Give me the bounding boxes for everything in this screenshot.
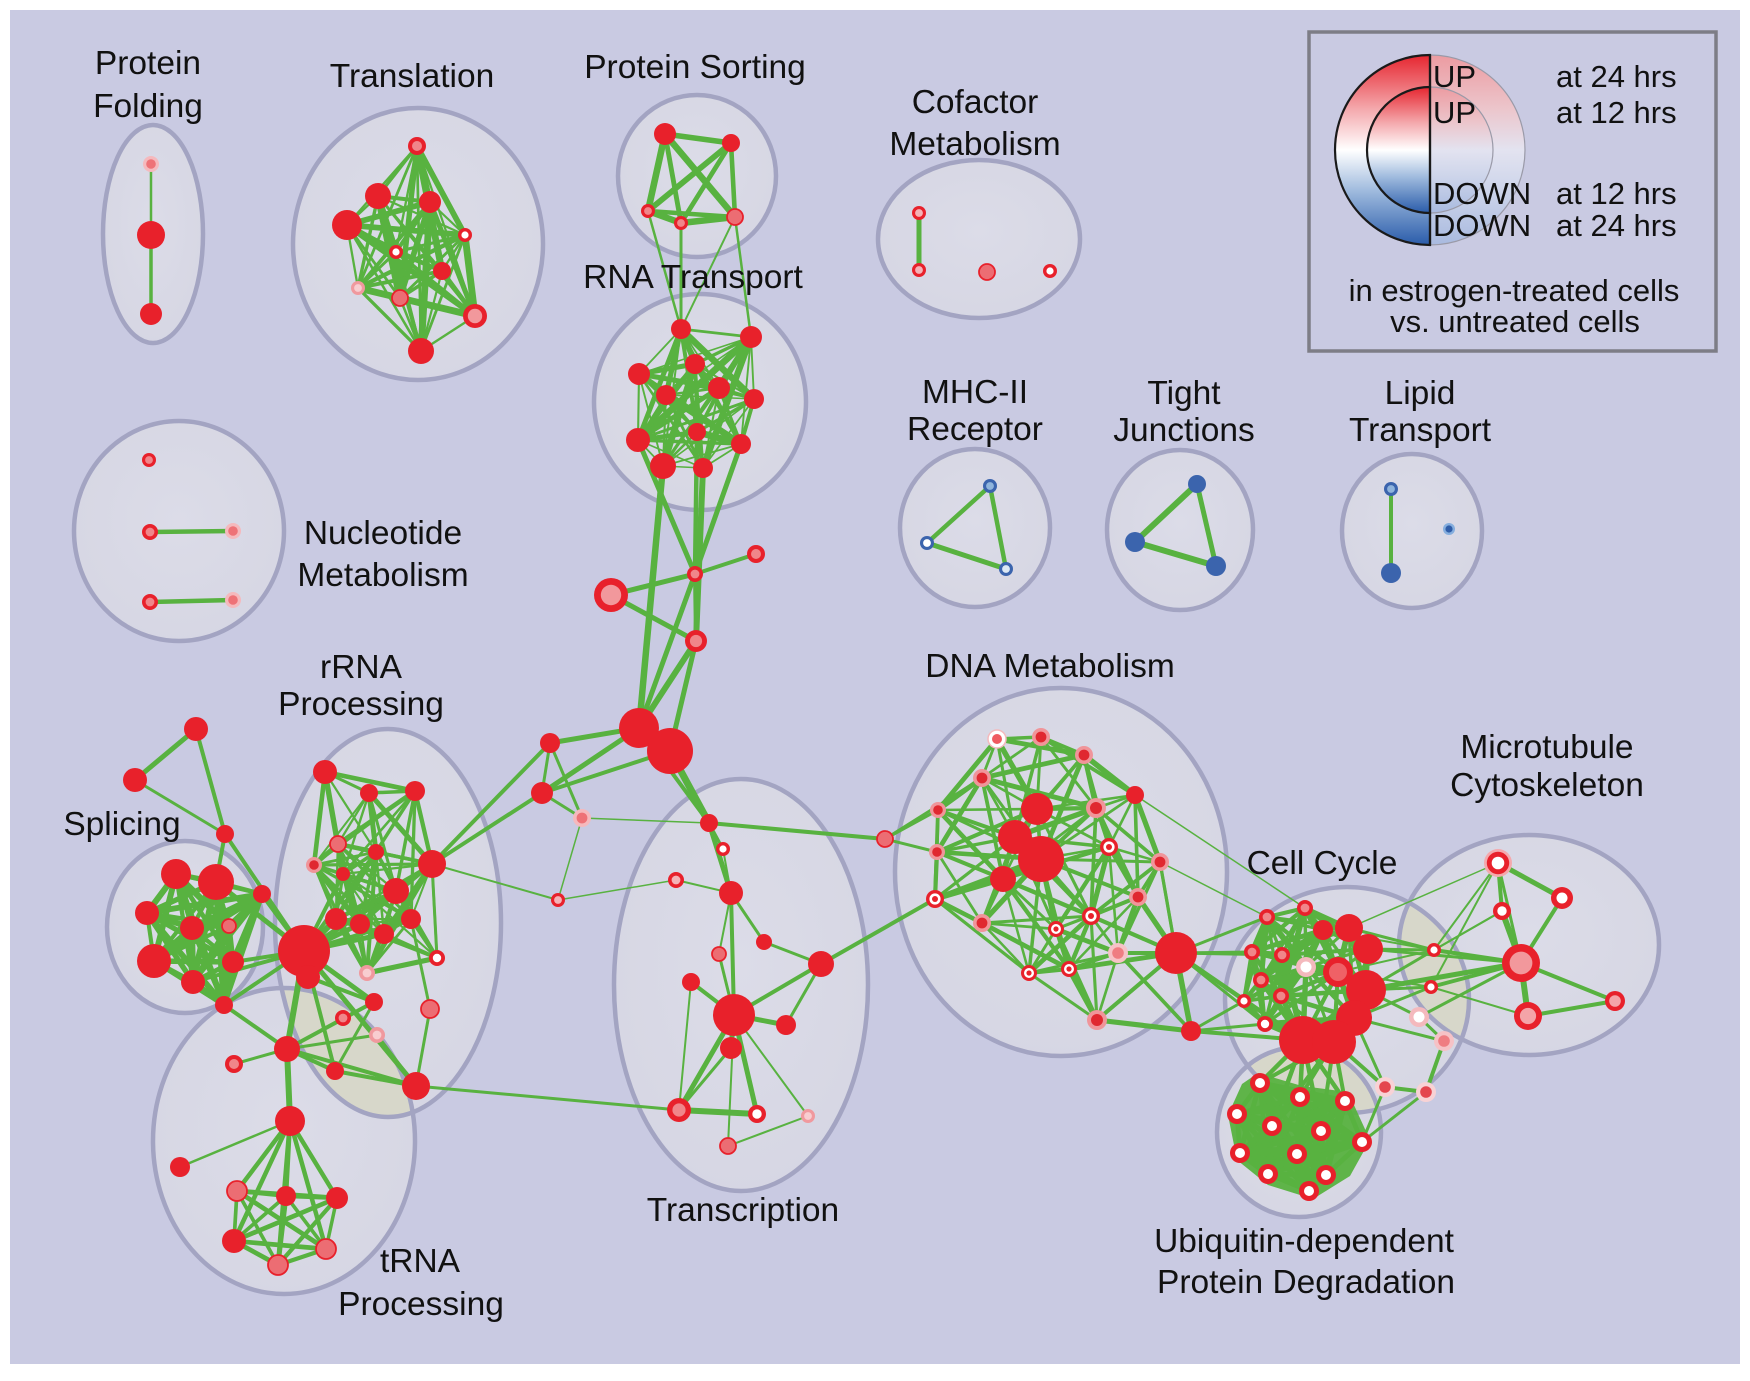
svg-text:Cytoskeleton: Cytoskeleton bbox=[1450, 767, 1644, 804]
svg-text:Protein Degradation: Protein Degradation bbox=[1157, 1264, 1455, 1301]
svg-text:DOWN: DOWN bbox=[1433, 176, 1531, 211]
svg-text:Protein: Protein bbox=[95, 45, 201, 82]
svg-text:Ubiquitin-dependent: Ubiquitin-dependent bbox=[1154, 1223, 1455, 1260]
svg-text:RNA Transport: RNA Transport bbox=[583, 259, 803, 296]
svg-text:Processing: Processing bbox=[278, 686, 444, 723]
svg-text:rRNA: rRNA bbox=[320, 649, 403, 686]
svg-text:vs. untreated cells: vs. untreated cells bbox=[1390, 304, 1640, 339]
svg-text:Tight: Tight bbox=[1147, 375, 1221, 412]
svg-text:Metabolism: Metabolism bbox=[889, 126, 1060, 163]
svg-text:Processing: Processing bbox=[338, 1286, 504, 1323]
svg-text:Nucleotide: Nucleotide bbox=[304, 515, 462, 552]
svg-text:tRNA: tRNA bbox=[380, 1243, 461, 1280]
svg-text:Transport: Transport bbox=[1349, 412, 1492, 449]
svg-text:Translation: Translation bbox=[330, 58, 494, 95]
svg-text:Cell Cycle: Cell Cycle bbox=[1247, 845, 1398, 882]
svg-text:Protein Sorting: Protein Sorting bbox=[584, 49, 806, 86]
svg-text:at 24 hrs: at 24 hrs bbox=[1556, 59, 1677, 94]
svg-text:Splicing: Splicing bbox=[63, 806, 180, 843]
svg-text:at 24 hrs: at 24 hrs bbox=[1556, 208, 1677, 243]
svg-text:at 12 hrs: at 12 hrs bbox=[1556, 95, 1677, 130]
svg-text:Cofactor: Cofactor bbox=[912, 84, 1039, 121]
svg-text:UP: UP bbox=[1433, 95, 1476, 130]
svg-text:Junctions: Junctions bbox=[1113, 412, 1255, 449]
svg-text:Folding: Folding bbox=[93, 88, 203, 125]
svg-text:Microtubule: Microtubule bbox=[1460, 729, 1633, 766]
svg-text:DOWN: DOWN bbox=[1433, 208, 1531, 243]
svg-text:Receptor: Receptor bbox=[907, 411, 1043, 448]
svg-text:at 12 hrs: at 12 hrs bbox=[1556, 176, 1677, 211]
svg-text:MHC-II: MHC-II bbox=[922, 374, 1028, 411]
svg-text:Metabolism: Metabolism bbox=[297, 557, 468, 594]
svg-text:Lipid: Lipid bbox=[1385, 375, 1456, 412]
svg-text:DNA Metabolism: DNA Metabolism bbox=[925, 648, 1174, 685]
svg-text:UP: UP bbox=[1433, 59, 1476, 94]
svg-text:in estrogen-treated cells: in estrogen-treated cells bbox=[1349, 273, 1680, 308]
svg-text:Transcription: Transcription bbox=[647, 1192, 839, 1229]
